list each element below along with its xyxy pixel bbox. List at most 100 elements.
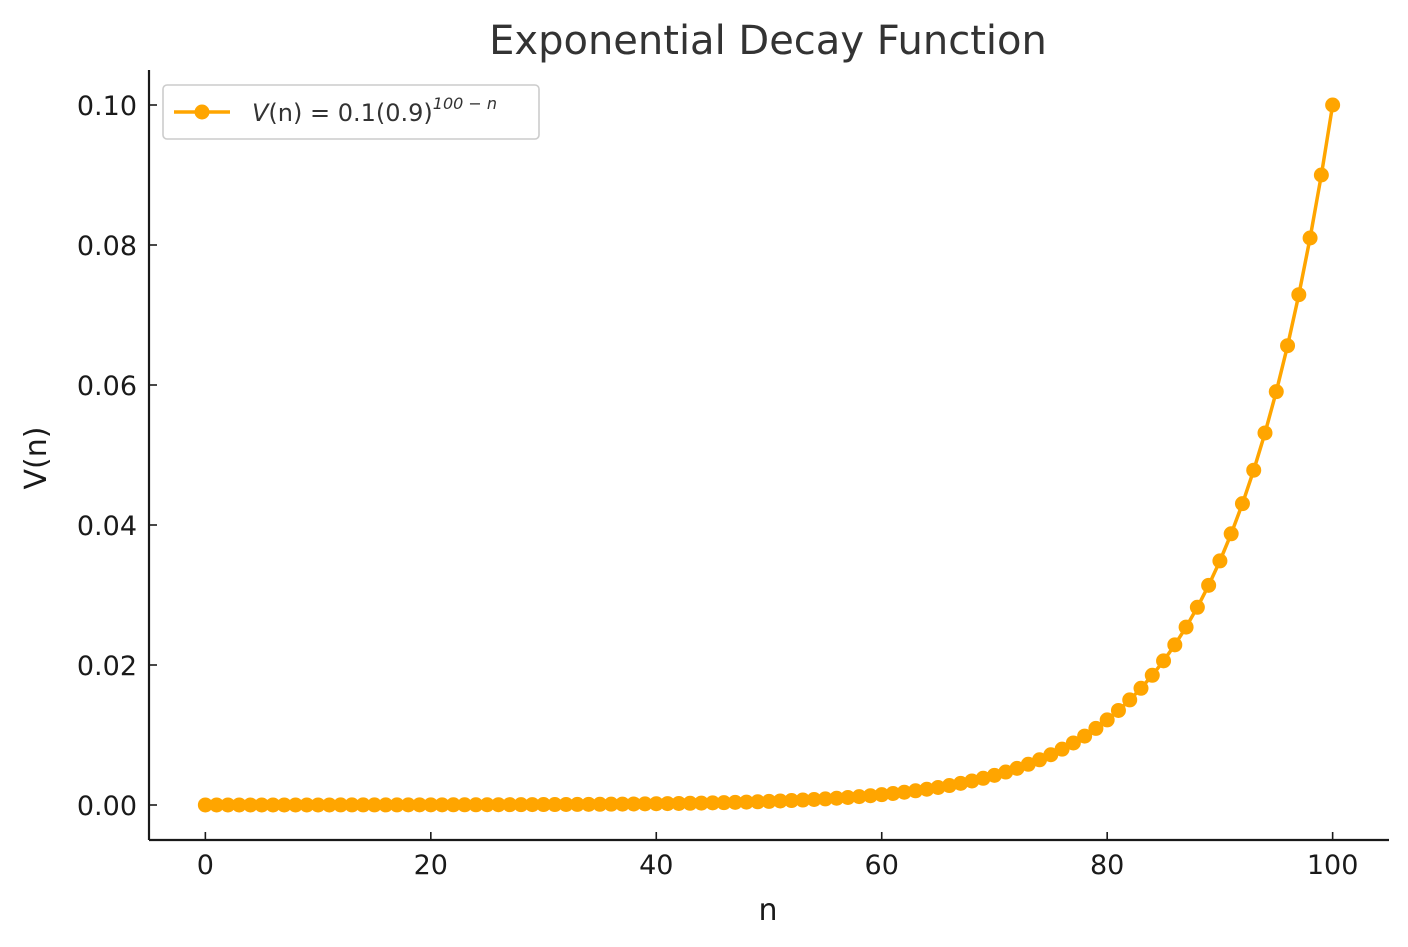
- y-tick-label: 0.06: [77, 371, 137, 402]
- data-point: [705, 795, 721, 811]
- y-ticks: 0.00 0.02 0.04 0.06 0.08 0.10: [77, 91, 157, 822]
- data-point: [693, 795, 709, 811]
- data-point: [761, 793, 777, 809]
- series-layer: [197, 97, 1341, 813]
- data-point: [1325, 97, 1341, 113]
- data-point: [242, 797, 258, 813]
- data-point: [750, 794, 766, 810]
- data-point: [333, 797, 349, 813]
- data-point: [457, 797, 473, 813]
- data-point: [1313, 167, 1329, 183]
- data-point: [434, 797, 450, 813]
- data-point: [626, 796, 642, 812]
- legend-label-v: V: [252, 99, 270, 127]
- data-point: [231, 797, 247, 813]
- data-point: [209, 797, 225, 813]
- data-point: [795, 792, 811, 808]
- data-point: [1133, 680, 1149, 696]
- legend: V(n) = 0.1(0.9)100 − n: [162, 84, 540, 140]
- data-point: [919, 781, 935, 797]
- data-point: [592, 796, 608, 812]
- data-point: [772, 793, 788, 809]
- chart-title: Exponential Decay Function: [489, 18, 1047, 64]
- x-tick-label: 80: [1090, 850, 1124, 881]
- y-tick-label: 0.04: [77, 511, 137, 542]
- data-point: [220, 797, 236, 813]
- legend-label-exponent: 100 − n: [433, 94, 497, 113]
- x-tick-label: 20: [414, 850, 448, 881]
- data-point: [265, 797, 281, 813]
- data-point: [1302, 230, 1318, 246]
- data-point: [964, 773, 980, 789]
- data-point: [851, 789, 867, 805]
- legend-label-arg: (n): [268, 99, 302, 127]
- data-point: [1234, 496, 1250, 512]
- data-point: [637, 796, 653, 812]
- data-point: [986, 767, 1002, 783]
- data-point: [660, 796, 676, 812]
- data-point: [1144, 667, 1160, 683]
- data-point: [254, 797, 270, 813]
- data-point: [490, 797, 506, 813]
- data-point: [468, 797, 484, 813]
- data-point: [479, 797, 495, 813]
- data-point: [445, 797, 461, 813]
- data-point: [355, 797, 371, 813]
- data-point: [1268, 384, 1284, 400]
- data-point: [423, 797, 439, 813]
- data-point: [1009, 760, 1025, 776]
- data-point: [896, 784, 912, 800]
- x-axis-label: n: [758, 893, 777, 928]
- data-point: [1088, 720, 1104, 736]
- data-point: [817, 791, 833, 807]
- data-point: [1201, 577, 1217, 593]
- data-point: [682, 795, 698, 811]
- data-point: [1257, 425, 1273, 441]
- series-line: [205, 104, 1335, 807]
- data-point: [1054, 741, 1070, 757]
- y-axis-label: V(n): [19, 427, 54, 490]
- data-point: [310, 797, 326, 813]
- data-point: [569, 796, 585, 812]
- x-ticks: 0 20 40 60 80 100: [197, 832, 1359, 881]
- y-tick-label: 0.08: [77, 231, 137, 262]
- data-point: [603, 796, 619, 812]
- data-point: [941, 778, 957, 794]
- data-point: [1065, 735, 1081, 751]
- data-point: [671, 795, 687, 811]
- data-point: [1280, 338, 1296, 354]
- data-point: [738, 794, 754, 810]
- data-point: [344, 797, 360, 813]
- data-point: [840, 789, 856, 805]
- data-point: [513, 797, 529, 813]
- data-point: [1156, 653, 1172, 669]
- legend-marker-swatch: [194, 104, 210, 120]
- x-tick-label: 60: [865, 850, 899, 881]
- data-point: [953, 775, 969, 791]
- data-point: [1246, 462, 1262, 478]
- legend-label-eq: = 0.1(0.9): [302, 99, 432, 127]
- axes: [147, 70, 1389, 842]
- data-point: [874, 787, 890, 803]
- data-point: [1077, 728, 1093, 744]
- data-point: [581, 796, 597, 812]
- data-point: [908, 783, 924, 799]
- data-point: [806, 792, 822, 807]
- data-point: [614, 796, 630, 812]
- x-tick-label: 100: [1307, 850, 1359, 881]
- data-point: [727, 794, 743, 810]
- legend-label: V(n) = 0.1(0.9)100 − n: [252, 94, 497, 127]
- legend-frame: [162, 84, 540, 140]
- data-point: [288, 797, 304, 813]
- data-point: [1043, 747, 1059, 763]
- data-point: [502, 797, 518, 813]
- data-point: [784, 793, 800, 809]
- data-point: [1099, 712, 1115, 728]
- data-point: [648, 796, 664, 812]
- data-point: [1291, 287, 1307, 303]
- data-point: [366, 797, 382, 813]
- data-point: [716, 795, 732, 811]
- data-point: [975, 770, 991, 786]
- data-point: [299, 797, 315, 813]
- data-point: [321, 797, 337, 813]
